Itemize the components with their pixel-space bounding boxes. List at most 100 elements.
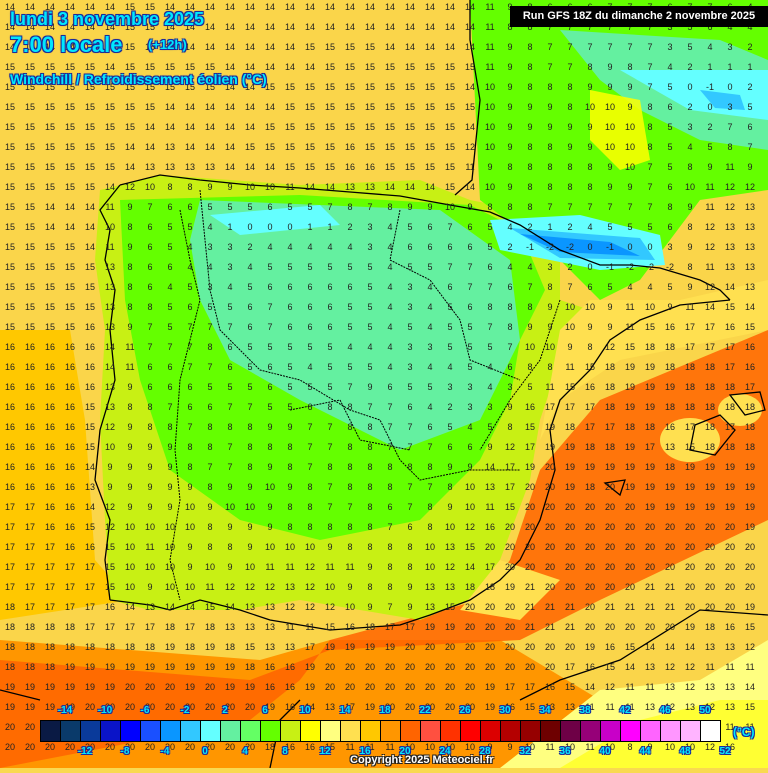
grid-value: 4 [427, 322, 433, 332]
grid-value: 6 [507, 282, 513, 292]
grid-value: 5 [247, 382, 253, 392]
grid-value: 9 [287, 482, 293, 492]
grid-value: 9 [147, 582, 153, 592]
grid-value: 5 [307, 382, 313, 392]
grid-value: 10 [604, 142, 615, 152]
grid-value: 19 [444, 622, 455, 632]
grid-value: 9 [107, 482, 113, 492]
grid-value: 16 [64, 522, 75, 532]
grid-value: 6 [147, 242, 153, 252]
grid-value: 7 [567, 62, 573, 72]
grid-value: 8 [507, 202, 513, 212]
grid-value: 17 [84, 582, 95, 592]
grid-value: 10 [604, 102, 615, 112]
grid-value: 13 [364, 182, 375, 192]
grid-value: 8 [367, 462, 373, 472]
grid-value: 2 [747, 82, 753, 92]
grid-value: 12 [224, 582, 235, 592]
grid-value: 13 [284, 582, 295, 592]
grid-value: 19 [504, 582, 515, 592]
grid-value: 20 [604, 542, 615, 552]
grid-value: 17 [684, 322, 695, 332]
grid-value: 8 [327, 402, 333, 412]
grid-value: 16 [64, 362, 75, 372]
grid-value: 12 [324, 602, 335, 612]
grid-value: 8 [507, 22, 513, 32]
grid-value: 15 [204, 602, 215, 612]
grid-value: 6 [147, 362, 153, 372]
grid-value: 4 [427, 362, 433, 372]
grid-value: 14 [204, 102, 215, 112]
grid-value: 16 [84, 382, 95, 392]
grid-value: 15 [84, 142, 95, 152]
grid-value: 9 [127, 442, 133, 452]
grid-value: 5 [347, 322, 353, 332]
grid-value: 20 [624, 502, 635, 512]
grid-value: 16 [64, 542, 75, 552]
grid-value: 5 [407, 322, 413, 332]
grid-value: 9 [527, 102, 533, 112]
grid-value: 19 [664, 482, 675, 492]
grid-value: 8 [547, 162, 553, 172]
grid-value: 16 [264, 662, 275, 672]
grid-value: 14 [284, 62, 295, 72]
grid-value: 13 [704, 642, 715, 652]
grid-value: 6 [347, 282, 353, 292]
grid-value: 11 [725, 662, 735, 672]
grid-value: 18 [104, 642, 115, 652]
grid-value: 17 [604, 422, 615, 432]
grid-value: 5 [527, 382, 533, 392]
grid-value: 4 [187, 262, 193, 272]
grid-value: 8 [247, 422, 253, 432]
grid-value: 17 [304, 642, 315, 652]
legend-label-top: 22 [419, 705, 431, 716]
grid-value: 18 [204, 622, 215, 632]
legend-label-top: -14 [57, 705, 73, 716]
grid-value: 20 [724, 522, 735, 532]
grid-value: 15 [4, 242, 15, 252]
grid-value: 20 [484, 642, 495, 652]
grid-value: 14 [64, 42, 75, 52]
grid-value: 15 [404, 142, 415, 152]
grid-value: 15 [144, 102, 155, 112]
grid-value: 8 [587, 182, 593, 192]
grid-value: 8 [167, 182, 173, 192]
grid-value: 13 [664, 682, 675, 692]
grid-value: 9 [127, 322, 133, 332]
grid-value: 14 [584, 682, 595, 692]
grid-value: 10 [624, 122, 635, 132]
grid-value: 5 [267, 402, 273, 412]
grid-value: 15 [104, 142, 115, 152]
grid-value: 17 [24, 582, 35, 592]
grid-value: 17 [24, 562, 35, 572]
grid-value: 14 [4, 2, 15, 12]
grid-value: 7 [187, 362, 193, 372]
grid-value: 14 [4, 22, 15, 32]
grid-value: 5 [467, 362, 473, 372]
grid-value: 12 [104, 502, 115, 512]
grid-value: 17 [44, 602, 55, 612]
grid-value: 12 [504, 442, 515, 452]
grid-value: 7 [307, 462, 313, 472]
grid-value: 4 [387, 242, 393, 252]
grid-value: 3 [727, 102, 733, 112]
grid-value: 11 [545, 742, 555, 752]
grid-value: 15 [364, 42, 375, 52]
grid-value: 5 [707, 142, 713, 152]
grid-value: 19 [704, 502, 715, 512]
legend-swatch [101, 721, 121, 741]
grid-value: 11 [345, 562, 355, 572]
grid-value: 15 [304, 42, 315, 52]
grid-value: 5 [307, 202, 313, 212]
grid-value: 11 [465, 162, 475, 172]
grid-value: 7 [167, 402, 173, 412]
grid-value: 20 [464, 662, 475, 672]
forecast-lead: (+12h) [148, 37, 187, 52]
grid-value: 7 [627, 202, 633, 212]
grid-value: 18 [24, 642, 35, 652]
grid-value: 16 [484, 522, 495, 532]
legend-label-top: -2 [180, 705, 190, 716]
grid-value: 10 [564, 302, 575, 312]
grid-value: 10 [164, 582, 175, 592]
grid-value: 19 [644, 462, 655, 472]
